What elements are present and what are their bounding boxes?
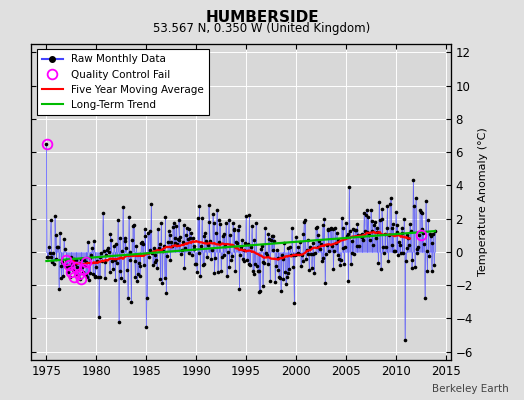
- Text: HUMBERSIDE: HUMBERSIDE: [205, 10, 319, 25]
- Text: 53.567 N, 0.350 W (United Kingdom): 53.567 N, 0.350 W (United Kingdom): [154, 22, 370, 35]
- Legend: Raw Monthly Data, Quality Control Fail, Five Year Moving Average, Long-Term Tren: Raw Monthly Data, Quality Control Fail, …: [37, 49, 209, 115]
- Y-axis label: Temperature Anomaly (°C): Temperature Anomaly (°C): [478, 128, 488, 276]
- Text: Berkeley Earth: Berkeley Earth: [432, 384, 508, 394]
